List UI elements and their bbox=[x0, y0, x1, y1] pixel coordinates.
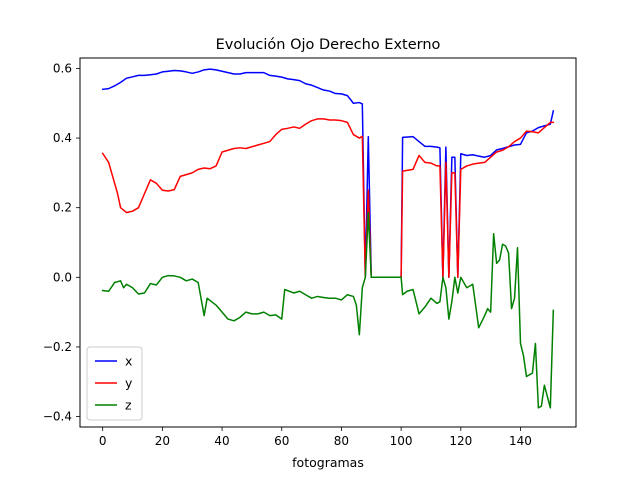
y-tick-label: 0.4 bbox=[53, 131, 72, 145]
x-tick-label: 0 bbox=[99, 434, 107, 448]
x-tick-label: 120 bbox=[449, 434, 472, 448]
chart-title: Evolución Ojo Derecho Externo bbox=[216, 37, 441, 53]
x-axis-ticks: 0 20 40 60 80 100 120 140 bbox=[99, 427, 532, 448]
series-layer bbox=[101, 68, 555, 409]
y-tick-label: −0.2 bbox=[43, 340, 72, 354]
x-tick-label: 100 bbox=[390, 434, 413, 448]
y-tick-label: 0.0 bbox=[53, 270, 72, 284]
plot-frame bbox=[79, 57, 577, 428]
x-tick-label: 20 bbox=[155, 434, 170, 448]
x-tick-label: 40 bbox=[214, 434, 229, 448]
y-tick-label: 0.6 bbox=[53, 61, 72, 75]
series-line-y bbox=[101, 118, 555, 279]
x-axis-label: fotogramas bbox=[292, 455, 364, 470]
legend: xyz bbox=[86, 346, 143, 421]
legend-label-y: y bbox=[125, 376, 133, 391]
legend-label-x: x bbox=[125, 354, 132, 369]
x-tick-label: 60 bbox=[274, 434, 289, 448]
x-tick-label: 80 bbox=[334, 434, 349, 448]
y-tick-label: 0.2 bbox=[53, 201, 72, 215]
series-line-z bbox=[101, 212, 555, 409]
x-tick-label: 140 bbox=[509, 434, 532, 448]
series-line-x bbox=[101, 68, 555, 279]
y-axis-ticks: −0.4 −0.2 0.0 0.2 0.4 0.6 bbox=[43, 61, 80, 424]
y-tick-label: −0.4 bbox=[43, 410, 72, 424]
legend-label-z: z bbox=[125, 398, 132, 413]
